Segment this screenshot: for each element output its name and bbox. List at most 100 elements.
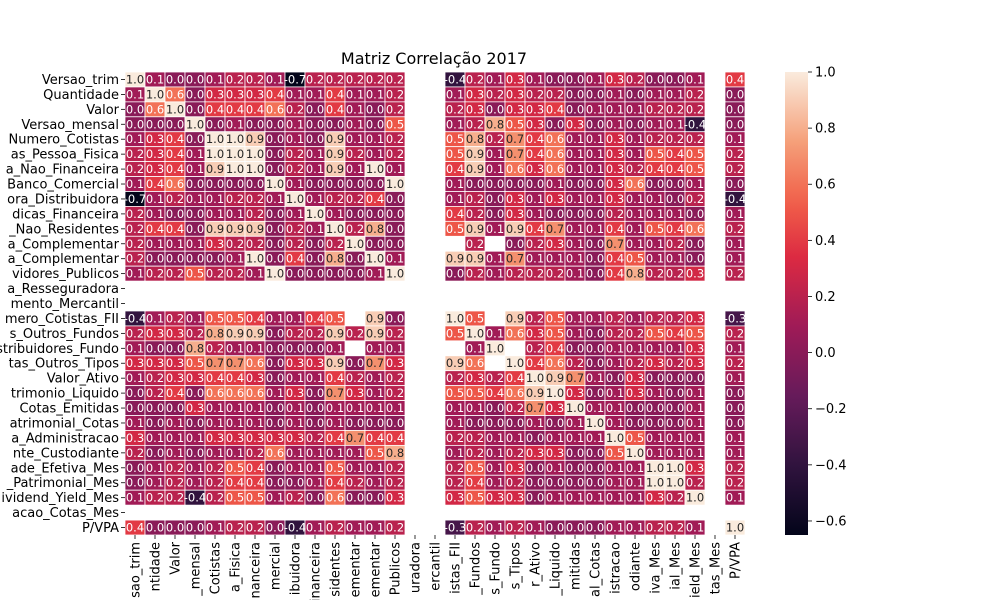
cell-value-label: 0.0 bbox=[226, 177, 244, 191]
cell-value-label: 0.1 bbox=[146, 192, 164, 206]
cell-value-label: 0.2 bbox=[246, 237, 264, 251]
cell-value-label: 0.4 bbox=[386, 431, 404, 445]
cell-value-label: 0.2 bbox=[666, 356, 684, 370]
row-label: a_Administracao bbox=[11, 431, 119, 446]
cell-value-label: 1.0 bbox=[666, 461, 684, 475]
cell-value-label: 0.9 bbox=[546, 371, 564, 385]
cell-value-label: 0.2 bbox=[226, 72, 244, 86]
cell-value-label: 0.0 bbox=[726, 401, 744, 415]
cell-value-label: 0.3 bbox=[606, 162, 624, 176]
cell-value-label: 0.2 bbox=[286, 102, 304, 116]
cell-value-label: 0.6 bbox=[246, 356, 264, 370]
cell-value-label: 0.2 bbox=[206, 491, 224, 505]
column-label: a_Fisica bbox=[229, 542, 244, 592]
cell-value-label: 0.5 bbox=[226, 491, 244, 505]
cell-value-label: 0.5 bbox=[226, 461, 244, 475]
cell-value-label: 0.2 bbox=[666, 521, 684, 535]
row-label: Valor bbox=[86, 103, 119, 118]
cell-value-label: 0.7 bbox=[526, 401, 544, 415]
cell-value-label: 0.0 bbox=[166, 117, 184, 131]
cell-value-label: 0.0 bbox=[386, 416, 404, 430]
cell-value-label: 0.1 bbox=[346, 132, 364, 146]
cell-value-label: 0.1 bbox=[666, 252, 684, 266]
cell-value-label: 0.5 bbox=[466, 461, 484, 475]
cell-value-label: 0.1 bbox=[186, 192, 204, 206]
cell-value-label: 0.0 bbox=[386, 192, 404, 206]
heatmap-cell bbox=[384, 489, 406, 506]
cell-value-label: 0.2 bbox=[546, 267, 564, 281]
cell-value-label: 0.0 bbox=[266, 521, 284, 535]
cell-value-label: 0.3 bbox=[346, 386, 364, 400]
row-label: Versao_trim bbox=[42, 73, 119, 88]
cell-value-label: 0.1 bbox=[606, 102, 624, 116]
cell-value-label: 0.1 bbox=[586, 192, 604, 206]
cell-value-label: 0.2 bbox=[346, 147, 364, 161]
cell-value-label: 0.2 bbox=[386, 72, 404, 86]
cell-value-label: 0.1 bbox=[686, 177, 704, 191]
colorbar-tick-label: 0.6 bbox=[815, 178, 836, 193]
cell-value-label: 0.0 bbox=[146, 446, 164, 460]
cell-value-label: 0.1 bbox=[286, 177, 304, 191]
cell-value-label: 1.0 bbox=[526, 371, 544, 385]
cell-value-label: 0.1 bbox=[506, 431, 524, 445]
cell-value-label: 0.4 bbox=[246, 476, 264, 490]
cell-value-label: 0.1 bbox=[726, 446, 744, 460]
cell-value-label: 0.0 bbox=[186, 222, 204, 236]
cell-value-label: 0.1 bbox=[306, 222, 324, 236]
cell-value-label: 0.1 bbox=[626, 132, 644, 146]
cell-value-label: 0.7 bbox=[546, 222, 564, 236]
cell-value-label: 0.3 bbox=[526, 446, 544, 460]
cell-value-label: 0.3 bbox=[546, 192, 564, 206]
cell-value-label: 1.0 bbox=[246, 252, 264, 266]
cell-value-label: 0.0 bbox=[486, 192, 504, 206]
cell-value-label: 0.4 bbox=[326, 87, 344, 101]
cell-value-label: 0.1 bbox=[206, 416, 224, 430]
cell-value-label: 0.1 bbox=[566, 162, 584, 176]
cell-value-label: 0.2 bbox=[546, 87, 564, 101]
cell-value-label: 0.2 bbox=[726, 461, 744, 475]
cell-value-label: 0.1 bbox=[726, 207, 744, 221]
row-label: Versao_mensal bbox=[21, 118, 119, 133]
cell-value-label: 0.9 bbox=[506, 222, 524, 236]
cell-value-label: -0.4 bbox=[284, 521, 306, 535]
cell-value-label: 1.0 bbox=[466, 326, 484, 340]
cell-value-label: 0.1 bbox=[626, 102, 644, 116]
cell-value-label: 0.0 bbox=[186, 416, 204, 430]
column-label: sao_trim bbox=[129, 542, 144, 598]
cell-value-label: 0.9 bbox=[246, 132, 264, 146]
cell-value-label: 0.1 bbox=[446, 401, 464, 415]
cell-value-label: 0.2 bbox=[646, 311, 664, 325]
cell-value-label: 0.1 bbox=[546, 177, 564, 191]
cell-value-label: 0.2 bbox=[506, 267, 524, 281]
cell-value-label: 0.0 bbox=[266, 341, 284, 355]
cell-value-label: 0.3 bbox=[146, 132, 164, 146]
cell-value-label: 0.2 bbox=[226, 521, 244, 535]
cell-value-label: 0.2 bbox=[306, 326, 324, 340]
cell-value-label: 0.1 bbox=[486, 267, 504, 281]
cell-value-label: 0.3 bbox=[206, 87, 224, 101]
cell-value-label: 0.7 bbox=[326, 386, 344, 400]
cell-value-label: 0.1 bbox=[526, 192, 544, 206]
cell-value-label: 0.1 bbox=[466, 401, 484, 415]
cell-value-label: 0.4 bbox=[266, 87, 284, 101]
cell-value-label: -0.4 bbox=[184, 491, 206, 505]
cell-value-label: 0.1 bbox=[346, 102, 364, 116]
cell-value-label: 0.0 bbox=[306, 252, 324, 266]
cell-value-label: 0.3 bbox=[166, 326, 184, 340]
cell-value-label: 0.0 bbox=[346, 177, 364, 191]
cell-value-label: 0.1 bbox=[326, 207, 344, 221]
cell-value-label: 0.1 bbox=[166, 446, 184, 460]
cell-value-label: 0.0 bbox=[246, 117, 264, 131]
cell-value-label: 0.2 bbox=[726, 326, 744, 340]
cell-value-label: 0.2 bbox=[146, 371, 164, 385]
cell-value-label: 0.1 bbox=[366, 521, 384, 535]
cell-value-label: 0.0 bbox=[506, 416, 524, 430]
cell-value-label: 0.1 bbox=[186, 431, 204, 445]
cell-value-label: 0.0 bbox=[666, 386, 684, 400]
cell-value-label: 0.2 bbox=[566, 356, 584, 370]
cell-value-label: 0.0 bbox=[586, 237, 604, 251]
cell-value-label: 0.0 bbox=[366, 117, 384, 131]
cell-value-label: 0.0 bbox=[366, 416, 384, 430]
cell-value-label: 0.1 bbox=[306, 521, 324, 535]
cell-value-label: 1.0 bbox=[266, 267, 284, 281]
